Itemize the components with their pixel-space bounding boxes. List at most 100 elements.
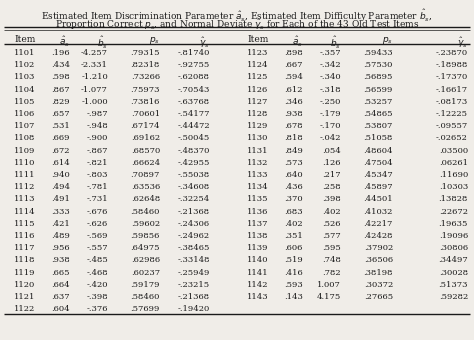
Text: .44501: .44501 <box>364 195 393 203</box>
Text: .898: .898 <box>284 49 303 57</box>
Text: .938: .938 <box>51 256 70 265</box>
Text: -.63768: -.63768 <box>178 98 210 106</box>
Text: -.468: -.468 <box>86 269 108 277</box>
Text: 1143: 1143 <box>247 293 269 301</box>
Text: -.342: -.342 <box>319 61 341 69</box>
Text: 1126: 1126 <box>247 86 268 94</box>
Text: 1101: 1101 <box>14 49 36 57</box>
Text: .398: .398 <box>322 195 341 203</box>
Text: $p_s$: $p_s$ <box>149 35 160 46</box>
Text: .82318: .82318 <box>131 61 160 69</box>
Text: -.21368: -.21368 <box>178 293 210 301</box>
Text: -.81740: -.81740 <box>178 49 210 57</box>
Text: -.23870: -.23870 <box>436 49 468 57</box>
Text: .421: .421 <box>51 220 70 228</box>
Text: .667: .667 <box>284 61 303 69</box>
Text: .73816: .73816 <box>131 98 160 106</box>
Text: .640: .640 <box>284 171 303 179</box>
Text: .867: .867 <box>51 86 70 94</box>
Text: .577: .577 <box>322 232 341 240</box>
Text: .30806: .30806 <box>439 244 468 252</box>
Text: -1.077: -1.077 <box>81 86 108 94</box>
Text: .59179: .59179 <box>130 281 160 289</box>
Text: .402: .402 <box>284 220 303 228</box>
Text: .47504: .47504 <box>364 159 393 167</box>
Text: .41032: .41032 <box>364 208 393 216</box>
Text: 1140: 1140 <box>247 256 268 265</box>
Text: 1122: 1122 <box>14 305 35 313</box>
Text: 1120: 1120 <box>14 281 35 289</box>
Text: 1118: 1118 <box>14 256 36 265</box>
Text: .19096: .19096 <box>439 232 468 240</box>
Text: 1107: 1107 <box>14 122 36 130</box>
Text: -.398: -.398 <box>86 293 108 301</box>
Text: 1121: 1121 <box>14 293 36 301</box>
Text: -.92755: -.92755 <box>178 61 210 69</box>
Text: .37902: .37902 <box>364 244 393 252</box>
Text: 1104: 1104 <box>14 86 36 94</box>
Text: .42428: .42428 <box>364 232 393 240</box>
Text: .63536: .63536 <box>131 183 160 191</box>
Text: 1137: 1137 <box>247 220 268 228</box>
Text: .818: .818 <box>284 134 303 142</box>
Text: 1103: 1103 <box>14 73 36 81</box>
Text: -.803: -.803 <box>86 171 108 179</box>
Text: .19635: .19635 <box>438 220 468 228</box>
Text: .58460: .58460 <box>131 208 160 216</box>
Text: .56895: .56895 <box>364 73 393 81</box>
Text: .66624: .66624 <box>131 159 160 167</box>
Text: .54865: .54865 <box>364 110 393 118</box>
Text: -.02652: -.02652 <box>436 134 468 142</box>
Text: .73266: .73266 <box>131 73 160 81</box>
Text: .58460: .58460 <box>131 293 160 301</box>
Text: -.62088: -.62088 <box>178 73 210 81</box>
Text: 1117: 1117 <box>14 244 36 252</box>
Text: 1110: 1110 <box>14 159 36 167</box>
Text: 1136: 1136 <box>247 208 268 216</box>
Text: Estimated Item Discrimination Parameter $\hat{a}_s$, Estimated Item Difficulty P: Estimated Item Discrimination Parameter … <box>41 7 433 23</box>
Text: 1113: 1113 <box>14 195 36 203</box>
Text: 1130: 1130 <box>247 134 268 142</box>
Text: .672: .672 <box>52 147 70 155</box>
Text: .69162: .69162 <box>131 134 160 142</box>
Text: -2.331: -2.331 <box>81 61 108 69</box>
Text: -.08173: -.08173 <box>436 98 468 106</box>
Text: 1131: 1131 <box>247 147 268 155</box>
Text: -.19420: -.19420 <box>178 305 210 313</box>
Text: -.557: -.557 <box>86 244 108 252</box>
Text: -.54177: -.54177 <box>177 110 210 118</box>
Text: .57530: .57530 <box>364 61 393 69</box>
Text: 1115: 1115 <box>14 220 36 228</box>
Text: $\hat{a}_s$: $\hat{a}_s$ <box>292 35 303 49</box>
Text: -.12225: -.12225 <box>436 110 468 118</box>
Text: .637: .637 <box>51 293 70 301</box>
Text: .59282: .59282 <box>439 293 468 301</box>
Text: -.09557: -.09557 <box>436 122 468 130</box>
Text: -.420: -.420 <box>86 281 108 289</box>
Text: $\hat{b}_s$: $\hat{b}_s$ <box>330 35 341 51</box>
Text: .62986: .62986 <box>131 256 160 265</box>
Text: 1123: 1123 <box>247 49 268 57</box>
Text: 1133: 1133 <box>247 171 268 179</box>
Text: -.731: -.731 <box>86 195 108 203</box>
Text: Item: Item <box>247 35 268 44</box>
Text: -.250: -.250 <box>319 98 341 106</box>
Text: .51058: .51058 <box>364 134 393 142</box>
Text: .782: .782 <box>322 269 341 277</box>
Text: .30372: .30372 <box>364 281 393 289</box>
Text: .598: .598 <box>51 73 70 81</box>
Text: .38198: .38198 <box>364 269 393 277</box>
Text: -.42955: -.42955 <box>178 159 210 167</box>
Text: -4.257: -4.257 <box>81 49 108 57</box>
Text: -.70543: -.70543 <box>178 86 210 94</box>
Text: 1109: 1109 <box>14 147 36 155</box>
Text: -.626: -.626 <box>87 220 108 228</box>
Text: .75973: .75973 <box>130 86 160 94</box>
Text: $\hat{\gamma}_s$: $\hat{\gamma}_s$ <box>457 35 468 50</box>
Text: .59433: .59433 <box>364 49 393 57</box>
Text: .683: .683 <box>284 208 303 216</box>
Text: .13828: .13828 <box>438 195 468 203</box>
Text: -.24306: -.24306 <box>178 220 210 228</box>
Text: 1142: 1142 <box>247 281 268 289</box>
Text: .60237: .60237 <box>131 269 160 277</box>
